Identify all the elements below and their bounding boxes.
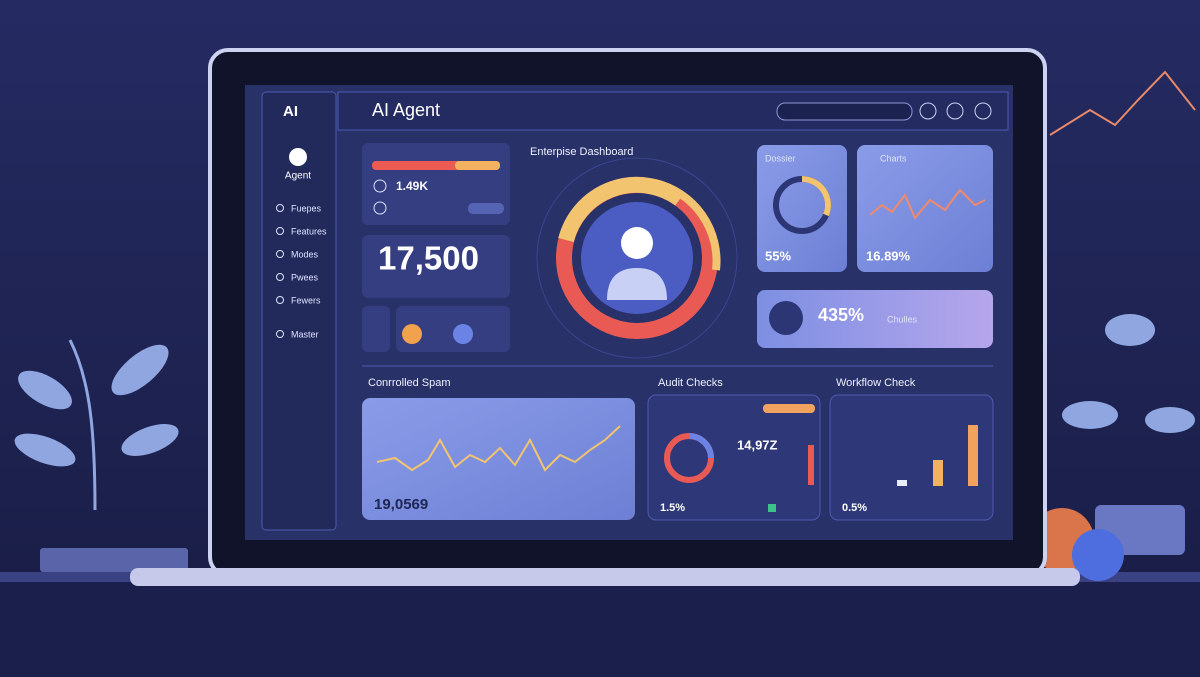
icon — [373, 201, 387, 215]
card-foot: 1.5% — [660, 502, 685, 514]
icon-button[interactable] — [974, 102, 992, 120]
icon-button[interactable] — [946, 102, 964, 120]
progress-bar — [763, 404, 815, 413]
agent-label: Agent — [285, 171, 311, 182]
menu-icon — [276, 227, 284, 235]
progress-bar-part — [455, 161, 500, 170]
card-value: 16.89% — [866, 248, 911, 263]
section-title: Audit Checks — [658, 377, 723, 389]
status-dot — [768, 504, 776, 512]
card-label: Chulles — [887, 314, 918, 324]
bar — [808, 445, 814, 485]
avatar-head — [621, 227, 653, 259]
card-value: 55% — [765, 248, 791, 263]
card — [757, 145, 847, 272]
menu-item[interactable]: Fuepes — [291, 203, 322, 213]
donut-arc-outer — [654, 179, 721, 271]
card-value: 435% — [818, 305, 864, 325]
avatar-body — [607, 268, 667, 300]
card — [757, 290, 993, 348]
search-box[interactable] — [776, 102, 913, 121]
card — [362, 398, 635, 520]
menu-item[interactable]: Master — [291, 329, 319, 339]
bar — [933, 460, 943, 486]
icon — [373, 179, 387, 193]
card-value: 19,0569 — [374, 496, 428, 513]
header-title: AI Agent — [372, 100, 440, 120]
menu-item[interactable]: Pwees — [291, 272, 319, 282]
decor-line — [1049, 70, 1196, 136]
sidebar — [261, 91, 337, 531]
agent-icon — [289, 148, 307, 166]
plant-left — [14, 339, 188, 572]
stat-small: 1.49K — [396, 179, 428, 193]
desk — [0, 578, 1200, 677]
gauge-arc — [801, 176, 831, 217]
avatar — [402, 324, 422, 344]
menu-icon — [276, 330, 284, 338]
laptop-base — [130, 568, 1080, 586]
stat-big: 17,500 — [378, 240, 479, 277]
menu-icon — [276, 250, 284, 258]
menu-icon — [276, 273, 284, 281]
card — [647, 394, 821, 521]
card-foot: 0.5% — [842, 502, 867, 514]
card-title: Dossier — [765, 153, 796, 163]
logo: AI — [283, 103, 298, 120]
section-title: Workflow Check — [836, 377, 916, 389]
avatar — [453, 324, 473, 344]
menu-item[interactable]: Features — [291, 226, 327, 236]
card — [362, 306, 390, 352]
menu-icon — [276, 204, 284, 212]
line-chart — [376, 425, 621, 472]
donut-arc — [558, 176, 685, 243]
bar — [897, 480, 907, 486]
ring-outline — [536, 157, 738, 359]
card-value: 14,97Z — [737, 437, 778, 452]
sidebar-menu: Fuepes Features Modes Pwees Fewers Master — [276, 203, 327, 339]
donut-arc — [688, 433, 714, 459]
icon — [769, 301, 803, 335]
card — [829, 394, 994, 521]
card — [396, 306, 510, 352]
menu-item[interactable]: Fewers — [291, 295, 321, 305]
card — [362, 235, 510, 298]
menu-item[interactable]: Modes — [291, 249, 319, 259]
section-title: Conrrolled Spam — [368, 377, 451, 389]
bar — [968, 425, 978, 486]
mini-line — [869, 188, 986, 220]
icon-button[interactable] — [919, 102, 937, 120]
card-title: Charts — [880, 153, 907, 163]
button[interactable] — [468, 203, 504, 214]
menu-icon — [276, 296, 284, 304]
card — [857, 145, 993, 272]
dashboard-title: Enterpise Dashboard — [530, 146, 633, 158]
